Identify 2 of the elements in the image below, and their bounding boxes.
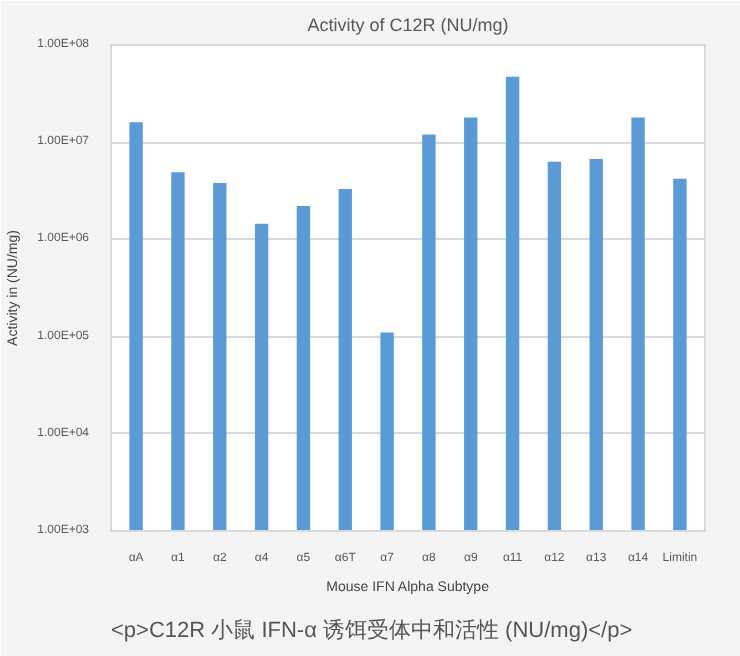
chart-title: Activity of C12R (NU/mg) — [307, 15, 509, 35]
text: <p>C12R 小鼠 IFN-α 诱饵受体中和活性 (NU/mg)</p> — [111, 617, 633, 643]
